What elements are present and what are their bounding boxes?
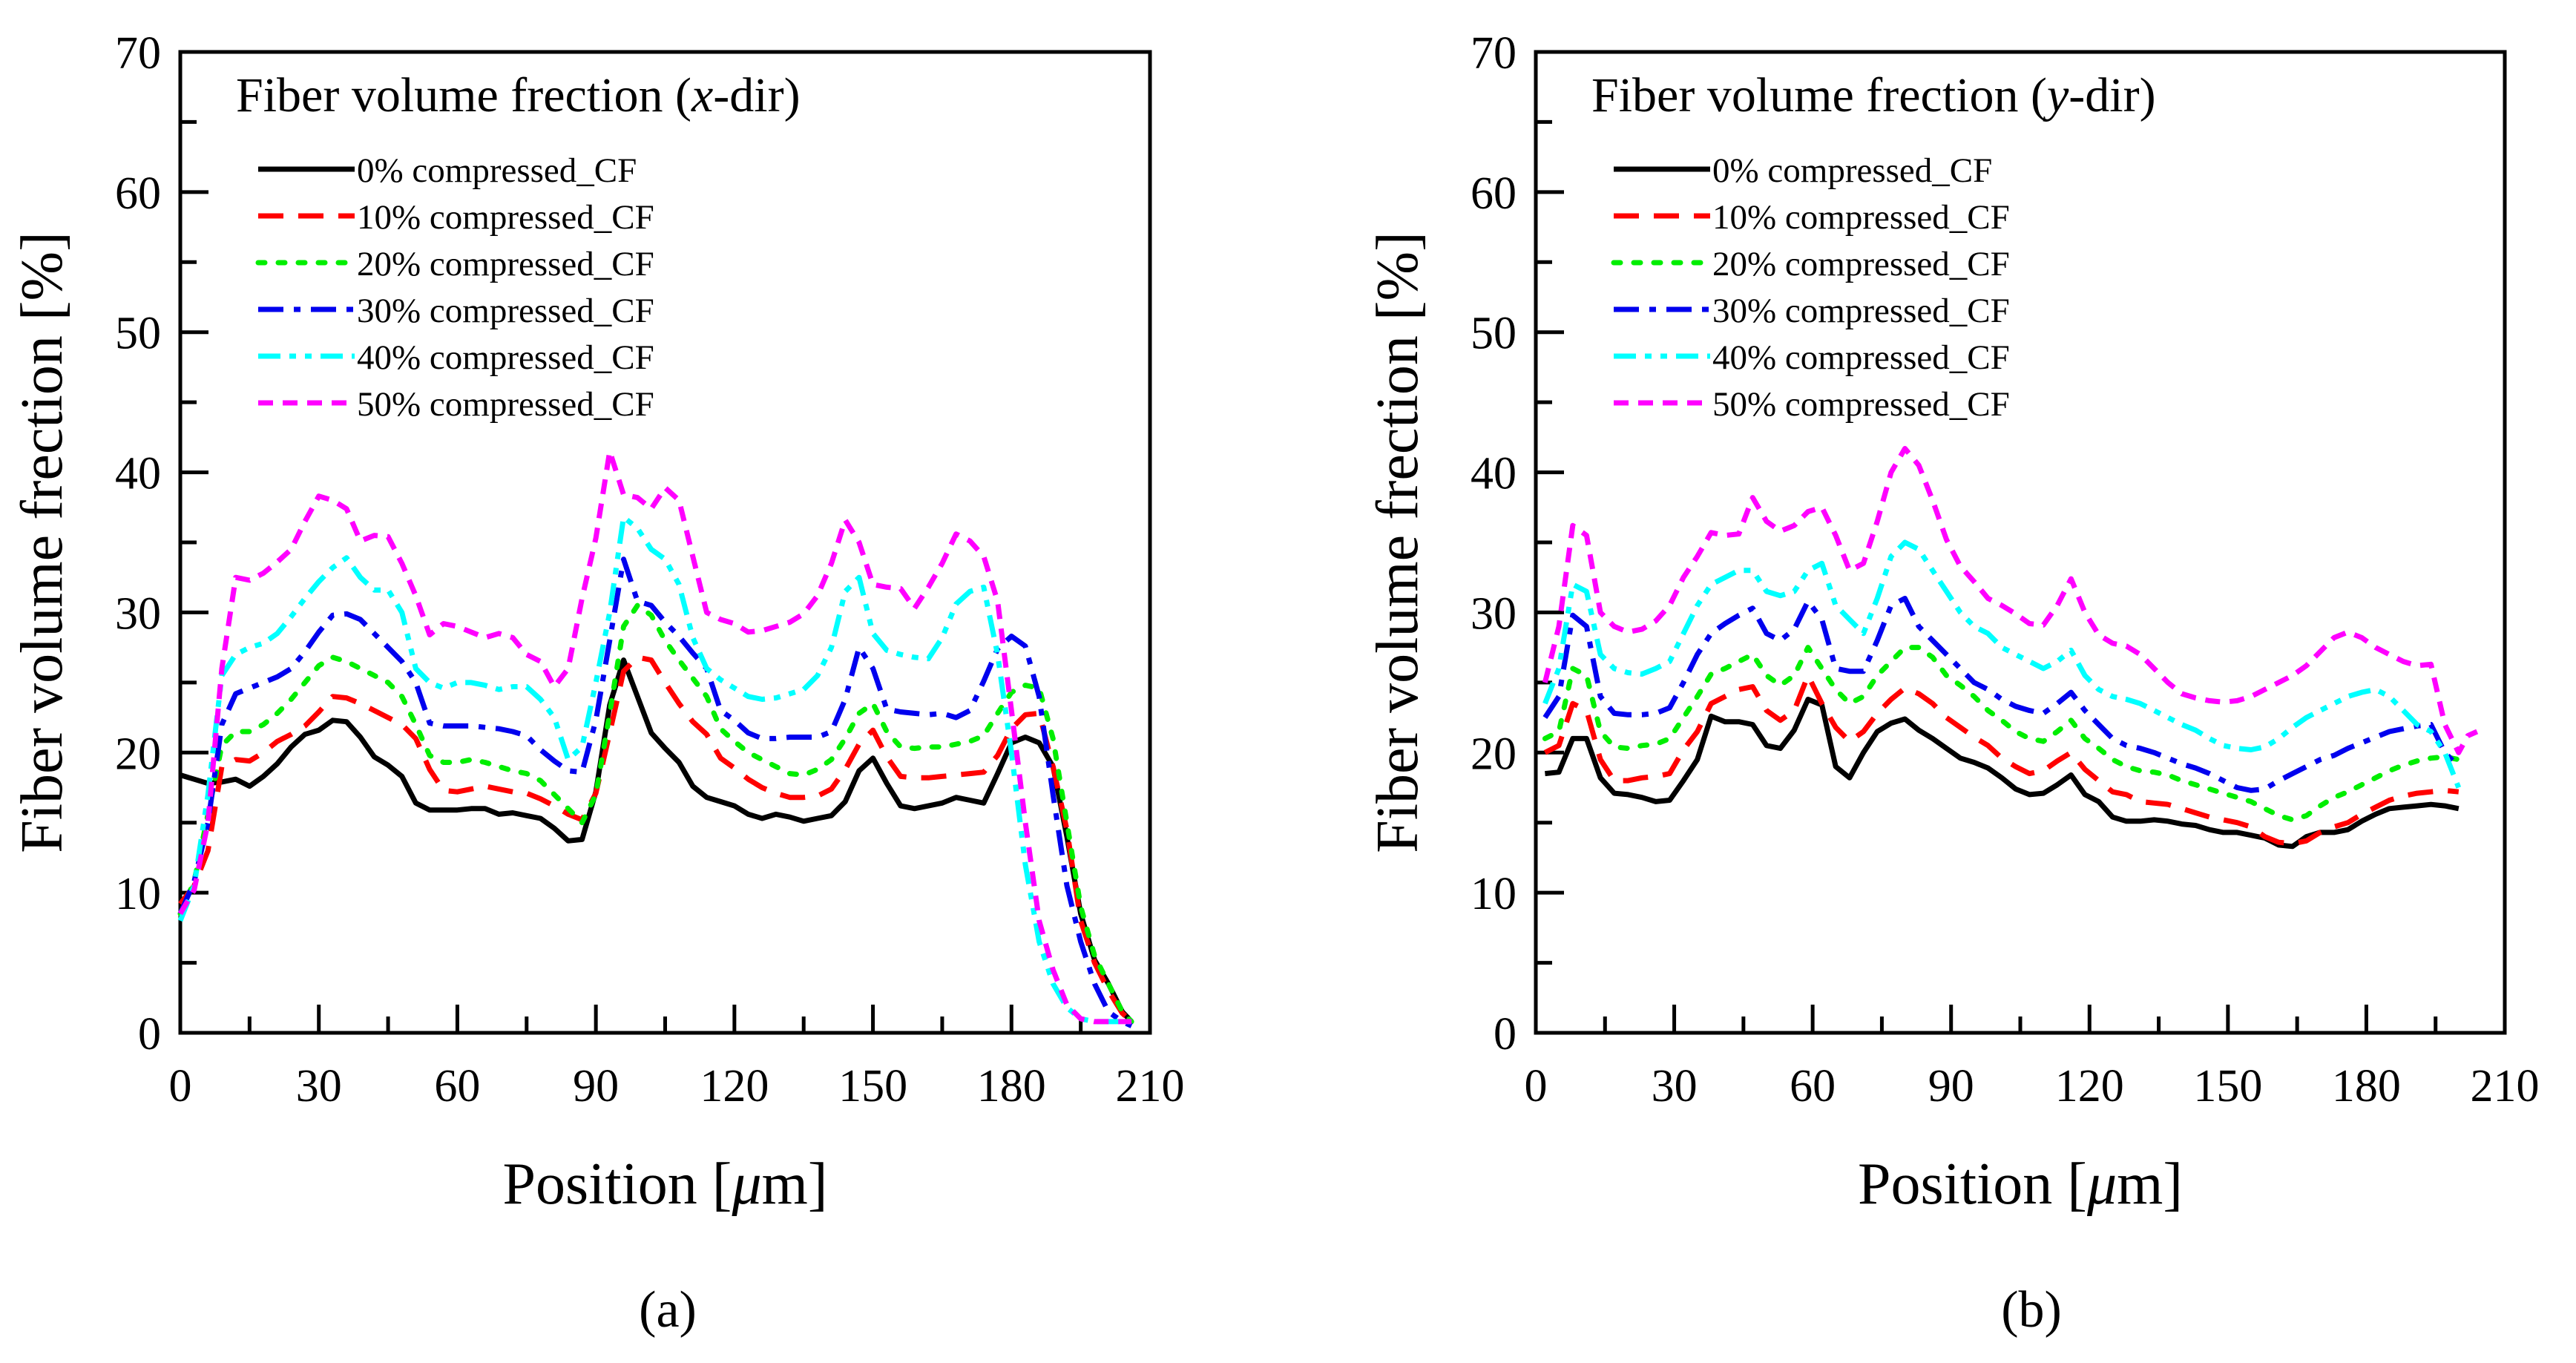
panel-a-x-tick-label: 210: [1116, 1061, 1185, 1111]
panel-b-legend-label-5: 50% compressed_CF: [1712, 385, 2010, 424]
panel-b-series-line-2: [1542, 645, 2462, 823]
panel-b-legend-label-3: 30% compressed_CF: [1712, 292, 2010, 330]
panel-b-x-tick-label: 30: [1652, 1061, 1698, 1111]
panel-b-series-line-0: [1545, 697, 2460, 850]
panel-a-x-tick-label: 120: [700, 1061, 769, 1111]
panel-a-legend-label-2: 20% compressed_CF: [357, 245, 654, 283]
panel-a-legend-label-3: 30% compressed_CF: [357, 292, 654, 330]
panel-a-y-tick-label: 60: [115, 168, 161, 219]
panel-b-legend-label-0: 0% compressed_CF: [1712, 151, 1992, 190]
panel-b-x-tick-label: 150: [2193, 1061, 2262, 1111]
panel-b-legend-label-2: 20% compressed_CF: [1712, 245, 2010, 283]
panel-b-x-axis-label-suffix: m]: [2117, 1152, 2183, 1217]
panel-a-inset-title-var: x: [691, 68, 713, 122]
panel-b-x-axis-label-mu: μ: [2086, 1152, 2117, 1217]
panel-a-x-axis-label-mu: μ: [731, 1152, 761, 1217]
panel-a-inset-title-prefix: Fiber volume frection (: [236, 68, 691, 122]
panel-b-x-tick-label: 0: [1525, 1061, 1548, 1111]
panel-b-y-tick-label: 60: [1471, 168, 1517, 219]
panel-a-series-line-4: [177, 514, 1132, 1025]
panel-a-y-axis-label: Fiber volume frection [%]: [10, 231, 75, 853]
panel-b-series-line-3: [1542, 596, 2461, 793]
panel-a-inset-title-suffix: -dir): [713, 68, 800, 122]
panel-b-plot-frame: [1534, 50, 2507, 1035]
panel-a-y-tick-label: 70: [115, 28, 161, 79]
panel-a-series-line-2: [177, 602, 1134, 1025]
panel-a-y-tick-label: 50: [115, 309, 161, 359]
panel-a-series-line-5: [177, 448, 1132, 1025]
panel-a-x-tick-label: 180: [977, 1061, 1046, 1111]
panel-b-y-tick-label: 40: [1471, 449, 1517, 499]
panel-a-legend-label-4: 40% compressed_CF: [357, 338, 654, 377]
panel-b-x-tick-label: 90: [1928, 1061, 1974, 1111]
panel-b-x-tick-label: 180: [2332, 1061, 2401, 1111]
panel-b-x-axis-label: Position [μm]: [1858, 1152, 2183, 1217]
panel-a-legend-label-1: 10% compressed_CF: [357, 198, 654, 237]
panel-a-inset-title: Fiber volume frection (x-dir): [236, 68, 801, 122]
panel-a-y-tick-label: 0: [138, 1009, 161, 1060]
panel-b-legend-label-1: 10% compressed_CF: [1712, 198, 2010, 237]
panel-b-inset-title-var: y: [2043, 68, 2069, 122]
panel-label-a: (a): [639, 1281, 697, 1339]
panel-b-y-tick-label: 30: [1471, 588, 1517, 639]
panel-b-series-line-5: [1542, 446, 2479, 755]
panel-a-y-tick-label: 30: [115, 588, 161, 639]
panel-a: 0 10 20 30 40 50 60 70 0 30 60 90 120 150 180 210 Fiber …: [10, 28, 1185, 1217]
panel-b-x-axis-label-prefix: Position [: [1858, 1152, 2087, 1217]
panel-b-y-tick-label: 0: [1494, 1009, 1517, 1060]
panel-b-x-tick-label: 60: [1790, 1061, 1836, 1111]
panel-b-y-tick-label: 70: [1471, 28, 1517, 79]
panel-b: 0 10 20 30 40 50 60 70 0 30 60 90 120 150 180 210 Fiber …: [1365, 28, 2540, 1217]
panel-label-b: (b): [2001, 1281, 2062, 1339]
panel-b-x-tick-label: 210: [2471, 1061, 2540, 1111]
panel-a-y-tick-label: 20: [115, 729, 161, 779]
panel-a-x-axis-label: Position [μm]: [503, 1152, 828, 1217]
panel-a-x-axis-label-suffix: m]: [762, 1152, 828, 1217]
panel-b-inset-title-prefix: Fiber volume frection (: [1591, 68, 2047, 122]
panel-a-x-axis-label-prefix: Position [: [503, 1152, 732, 1217]
panel-a-x-tick-label: 60: [434, 1061, 480, 1111]
panel-a-series-line-0: [179, 657, 1134, 1024]
panel-b-legend-label-4: 40% compressed_CF: [1712, 338, 2010, 377]
panel-a-x-tick-label: 30: [296, 1061, 342, 1111]
panel-a-y-tick-label: 10: [115, 869, 161, 919]
panel-a-series-line-1: [178, 654, 1134, 1024]
panel-a-legend-label-5: 50% compressed_CF: [357, 385, 654, 424]
panel-a-x-tick-label: 0: [169, 1061, 192, 1111]
panel-b-y-tick-label: 20: [1471, 729, 1517, 779]
panel-b-series-line-4: [1542, 539, 2462, 789]
panel-b-y-axis-label: Fiber volume frection [%]: [1365, 231, 1430, 853]
panel-a-plot-frame: [178, 50, 1152, 1035]
panel-b-y-tick-label: 10: [1471, 869, 1517, 919]
panel-b-y-tick-label: 50: [1471, 309, 1517, 359]
panel-a-series-line-3: [177, 556, 1133, 1028]
panel-b-series-line-1: [1543, 672, 2460, 847]
panel-a-x-tick-label: 150: [838, 1061, 907, 1111]
panel-a-x-tick-label: 90: [573, 1061, 619, 1111]
panel-a-legend-label-0: 0% compressed_CF: [357, 151, 637, 190]
panel-a-y-tick-label: 40: [115, 449, 161, 499]
panel-b-inset-title-suffix: -dir): [2069, 68, 2155, 122]
panel-b-x-tick-label: 120: [2055, 1061, 2124, 1111]
panel-b-inset-title: Fiber volume frection (y-dir): [1591, 68, 2156, 122]
